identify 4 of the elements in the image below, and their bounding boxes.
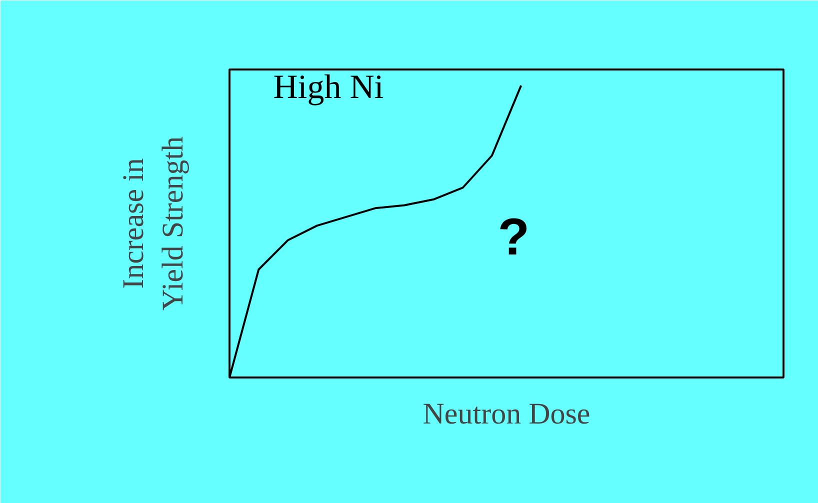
x-axis-title: Neutron Dose bbox=[422, 398, 590, 430]
y-axis-title: Increase in Yield Strength bbox=[116, 136, 190, 311]
text: High Ni bbox=[273, 68, 384, 106]
annotation: ? bbox=[498, 208, 530, 267]
